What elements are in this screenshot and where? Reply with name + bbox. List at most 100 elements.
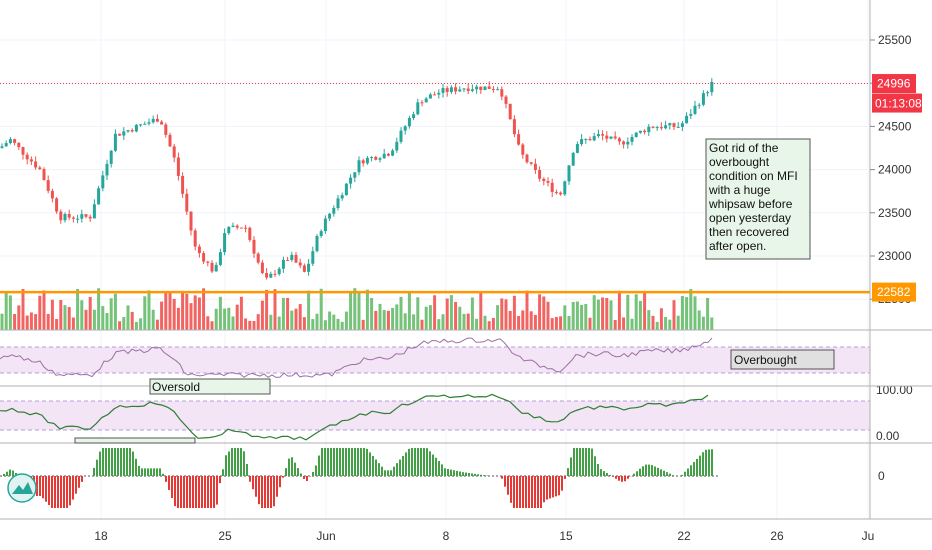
histogram-bar — [522, 476, 524, 508]
candle-body — [668, 123, 672, 126]
candle-body — [554, 191, 558, 193]
volume-bar — [307, 290, 311, 330]
price-tick-label: 25500 — [878, 33, 912, 47]
candle-body — [529, 162, 533, 164]
histogram-bar — [183, 476, 185, 508]
histogram-bar — [384, 470, 386, 476]
histogram-bar — [225, 455, 227, 476]
candle-body — [151, 118, 155, 123]
candle-body — [0, 146, 4, 148]
histogram-bar — [567, 468, 569, 476]
oversold-label[interactable]: Oversold — [74, 378, 271, 444]
note-line: Got rid of the — [709, 141, 779, 155]
histogram-bar — [93, 467, 95, 476]
candle-body — [445, 88, 449, 92]
candle-body — [361, 160, 365, 164]
indicator-pane-histogram: 0 — [0, 448, 885, 508]
volume-bar — [189, 303, 193, 330]
candle-body — [118, 133, 122, 136]
histogram-bar — [249, 476, 251, 482]
histogram-bar — [303, 476, 305, 479]
histogram-bar — [150, 468, 152, 476]
candle-body — [395, 141, 399, 151]
volume-bar — [134, 321, 138, 330]
histogram-bar — [585, 448, 587, 476]
volume-bar — [277, 316, 281, 330]
candle-body — [109, 150, 113, 164]
volume-bar — [651, 315, 655, 330]
volume-bar — [361, 319, 365, 330]
volume-bar — [601, 297, 605, 330]
candle-body — [155, 118, 159, 122]
time-axis-ticks: 18 25 Jun 8 15 22 26 Ju — [94, 529, 874, 543]
overbought-label[interactable]: Overbought — [730, 349, 835, 370]
indicator-tick-label: 0.00 — [876, 429, 900, 443]
candle-body — [559, 192, 563, 195]
volume-bar — [428, 305, 432, 330]
histogram-bar — [339, 448, 341, 476]
candle-body — [470, 89, 474, 91]
histogram-bar — [108, 448, 110, 476]
histogram-bar — [126, 448, 128, 476]
volume-bar — [67, 307, 71, 330]
volume-bar — [475, 318, 479, 330]
candle-body — [147, 122, 151, 124]
histogram-bar — [363, 448, 365, 476]
histogram-bar — [213, 476, 215, 508]
volume-bar — [605, 298, 609, 330]
mfi-line — [0, 393, 709, 441]
volume-bar — [50, 299, 54, 330]
volume-bar — [181, 290, 185, 330]
histogram-bar — [261, 476, 263, 508]
candle-body — [328, 213, 332, 219]
volume-bar — [218, 296, 222, 330]
candle-body — [680, 123, 684, 127]
candle-body — [588, 139, 592, 141]
candle-body — [281, 259, 285, 269]
volume-bar — [596, 299, 600, 330]
volume-bar — [80, 300, 84, 330]
histogram-bar — [54, 476, 56, 508]
histogram-bar — [558, 476, 560, 496]
candle-body — [235, 225, 239, 228]
histogram-bar — [288, 458, 290, 476]
histogram-bar — [240, 448, 242, 476]
volume-bar — [693, 296, 697, 330]
candle-body — [269, 273, 273, 278]
volume-bar — [668, 319, 672, 330]
candle-body — [701, 93, 705, 105]
volume-bar — [160, 301, 164, 330]
logo-icon — [7, 473, 37, 503]
candle-body — [592, 136, 596, 141]
candle-body — [483, 86, 487, 91]
histogram-bar — [528, 476, 530, 508]
histogram-bar — [114, 448, 116, 476]
volume-bar — [101, 306, 105, 330]
histogram-bar — [228, 451, 230, 476]
candle-body — [517, 134, 521, 145]
annotation-note[interactable]: Got rid of the overbought condition on M… — [705, 138, 811, 260]
volume-bar — [118, 321, 122, 330]
candle-body — [319, 231, 323, 237]
indicator-tick-label: 0 — [878, 469, 885, 483]
candle-body — [21, 147, 25, 155]
candle-body — [664, 125, 668, 129]
candle-body — [134, 124, 138, 132]
histogram-bar — [543, 476, 545, 503]
note-line: overbought — [709, 155, 770, 169]
volume-bar — [155, 319, 159, 330]
candle-body — [101, 175, 105, 189]
volume-bar — [214, 308, 218, 330]
histogram-bar — [12, 470, 14, 476]
overbought-text: Overbought — [734, 353, 797, 367]
candle-body — [420, 102, 424, 104]
histogram-bar — [573, 448, 575, 476]
histogram-bar — [357, 448, 359, 476]
candle-body — [189, 211, 193, 231]
candle-body — [210, 262, 214, 272]
histogram-bar — [429, 451, 431, 476]
volume-bar — [63, 305, 67, 330]
candle-body — [407, 118, 411, 127]
volume-bar — [294, 308, 298, 330]
